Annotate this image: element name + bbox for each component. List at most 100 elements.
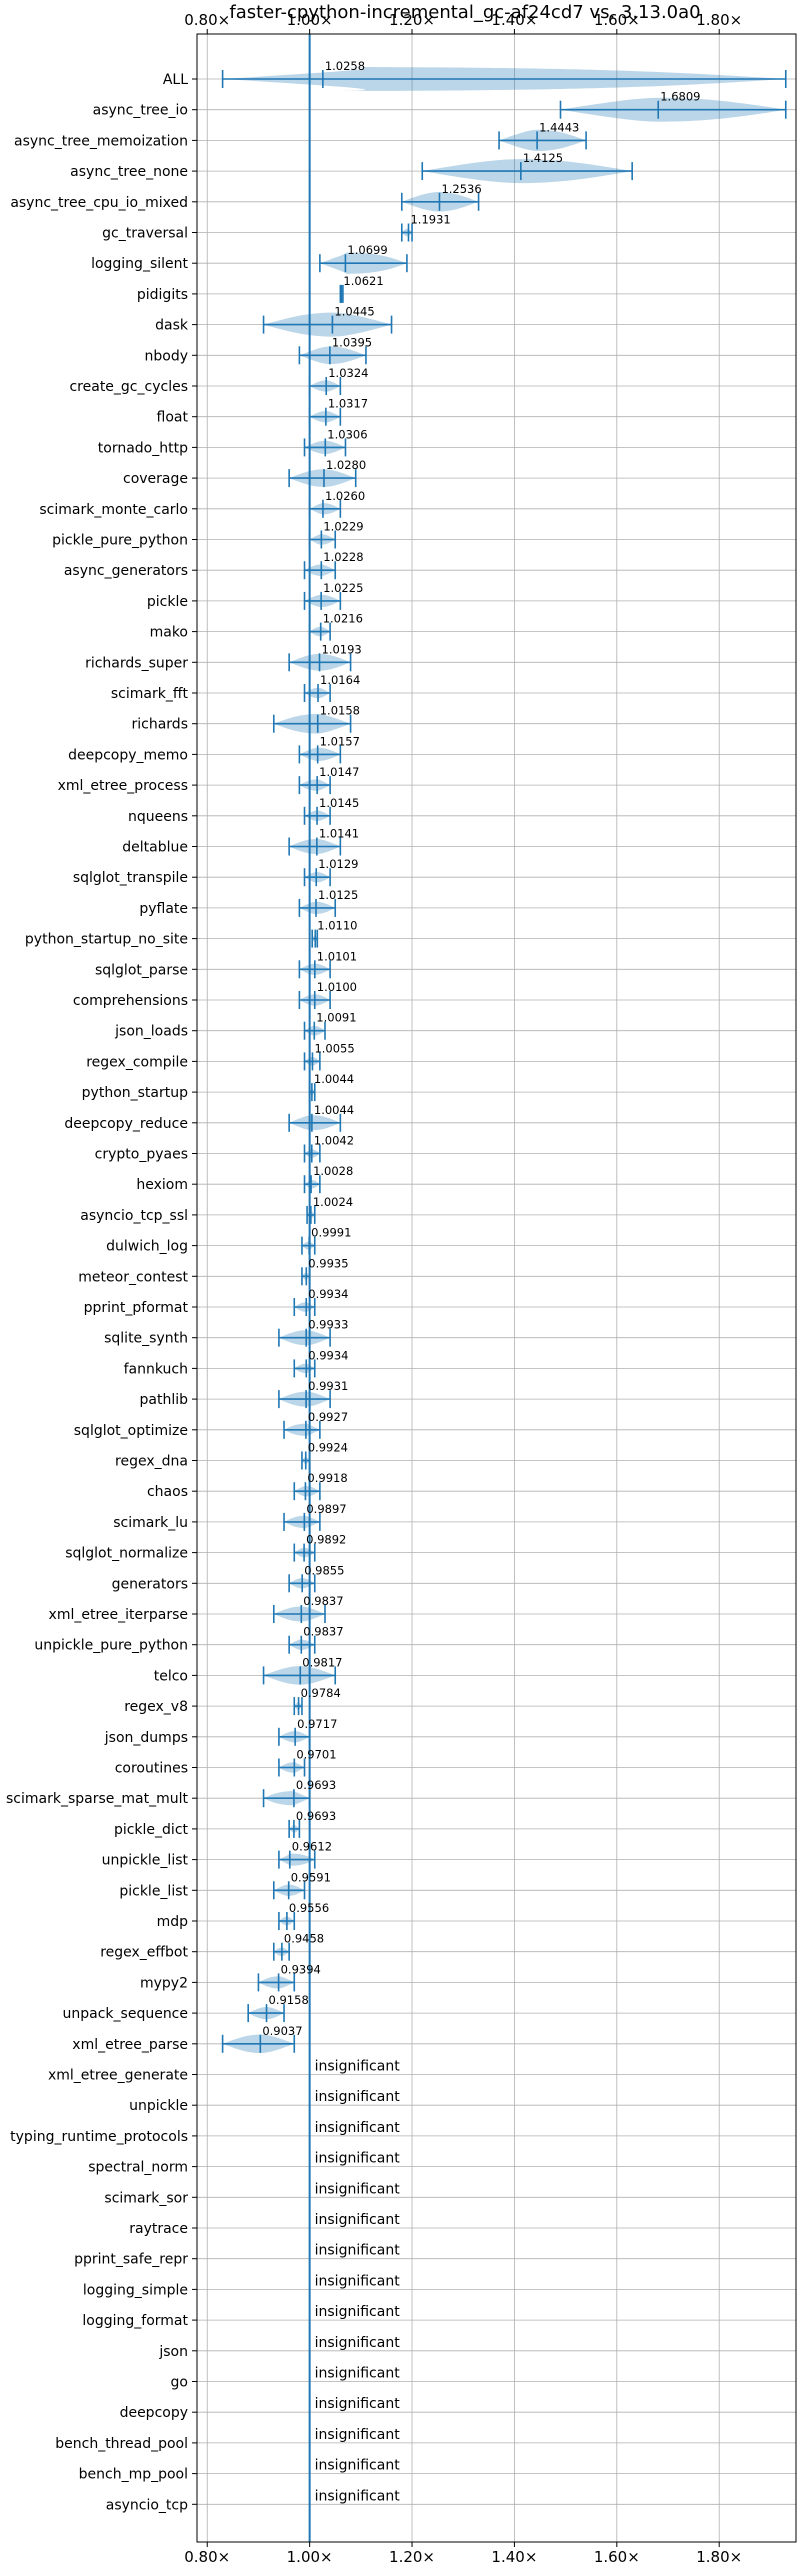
benchmark-label: unpack_sequence xyxy=(63,2006,188,2022)
value-label-sqlglot_parse: 1.0101 xyxy=(317,949,357,963)
value-label-telco: 0.9817 xyxy=(302,1655,342,1669)
benchmark-label: async_tree_memoization xyxy=(14,133,188,149)
value-label-unpickle_list: 0.9612 xyxy=(292,1840,332,1854)
benchmark-label: mdp xyxy=(157,1914,189,1930)
value-label-json_loads: 1.0091 xyxy=(316,1011,356,1025)
benchmark-label: pickle_pure_python xyxy=(52,533,188,549)
benchmark-label: regex_v8 xyxy=(124,1699,188,1715)
insignificant-label-bench_thread_pool: insignificant xyxy=(315,2427,401,2443)
x-axis-ticks: 0.80× 0.80× 1.00× 1.00× 1.20× 1.20× 1.40× 1.40×… xyxy=(184,11,742,2566)
value-label-pidigits: 1.0621 xyxy=(343,274,383,288)
benchmark-label: ALL xyxy=(163,72,188,88)
value-label-comprehensions: 1.0100 xyxy=(317,980,357,994)
x-tick-label-top: 1.00× xyxy=(287,11,333,29)
insignificant-label-deepcopy: insignificant xyxy=(315,2396,401,2412)
benchmark-label: xml_etree_generate xyxy=(48,2068,188,2084)
benchmark-label: async_tree_cpu_io_mixed xyxy=(10,195,188,211)
benchmark-label: scimark_monte_carlo xyxy=(39,502,188,518)
value-label-deepcopy_memo: 1.0157 xyxy=(320,734,360,748)
benchmark-label: create_gc_cycles xyxy=(69,379,188,395)
value-label-async_generators: 1.0228 xyxy=(323,550,363,564)
value-label-nqueens: 1.0145 xyxy=(319,796,359,810)
value-label-async_tree_io: 1.6809 xyxy=(660,90,700,104)
benchmark-label: fannkuch xyxy=(124,1361,188,1377)
value-label-async_tree_memoization: 1.4443 xyxy=(539,120,579,134)
benchmark-label: scimark_sor xyxy=(104,2190,188,2206)
benchmark-label: json xyxy=(158,2344,188,2360)
value-label-pathlib: 0.9931 xyxy=(308,1379,348,1393)
benchmark-label: python_startup xyxy=(82,1085,188,1101)
benchmark-label: telco xyxy=(154,1668,188,1684)
value-label-unpickle_pure_python: 0.9837 xyxy=(303,1625,343,1639)
benchmark-label: spectral_norm xyxy=(88,2160,188,2176)
benchmark-label: unpickle_list xyxy=(102,1853,189,1869)
benchmark-label: pprint_safe_repr xyxy=(74,2252,188,2268)
value-label-python_startup_no_site: 1.0110 xyxy=(317,919,357,933)
benchmark-label: pathlib xyxy=(140,1392,189,1408)
benchmark-label: pidigits xyxy=(137,287,188,303)
value-label-python_startup: 1.0044 xyxy=(314,1072,354,1086)
benchmark-label: unpickle xyxy=(129,2098,188,2114)
benchmark-label: xml_etree_parse xyxy=(72,2037,188,2053)
value-label-tornado_http: 1.0306 xyxy=(327,427,367,441)
value-label-deltablue: 1.0141 xyxy=(319,827,359,841)
value-label-regex_compile: 1.0055 xyxy=(314,1041,354,1055)
value-label-nbody: 1.0395 xyxy=(332,335,372,349)
benchmark-label: nbody xyxy=(145,348,189,364)
benchmark-label: generators xyxy=(112,1576,188,1592)
insignificant-label-typing_runtime_protocols: insignificant xyxy=(315,2120,401,2136)
value-label-gc_traversal: 1.1931 xyxy=(410,213,450,227)
benchmark-label: pprint_pformat xyxy=(84,1300,189,1316)
benchmark-label: asyncio_tcp_ssl xyxy=(80,1208,188,1224)
benchmark-label: logging_silent xyxy=(91,256,188,272)
benchmark-label: asyncio_tcp xyxy=(106,2497,188,2513)
benchmark-label: sqlglot_normalize xyxy=(65,1546,188,1562)
value-label-generators: 0.9855 xyxy=(304,1563,344,1577)
value-label-logging_silent: 1.0699 xyxy=(347,243,387,257)
benchmark-label: comprehensions xyxy=(73,993,188,1009)
value-label-richards: 1.0158 xyxy=(320,704,360,718)
value-label-asyncio_tcp_ssl: 1.0024 xyxy=(313,1195,353,1209)
value-label-sqlite_synth: 0.9933 xyxy=(308,1318,348,1332)
benchmark-label: regex_dna xyxy=(115,1454,188,1470)
value-label-dulwich_log: 0.9991 xyxy=(311,1226,351,1240)
benchmark-label: deepcopy_reduce xyxy=(64,1116,188,1132)
benchmark-label: coroutines xyxy=(115,1761,188,1777)
insignificant-label-asyncio_tcp: insignificant xyxy=(315,2488,401,2504)
benchmark-label: logging_simple xyxy=(83,2282,188,2298)
benchmark-label: raytrace xyxy=(129,2221,188,2237)
x-tick-label-bottom: 1.80× xyxy=(696,2548,742,2566)
insignificant-label-unpickle: insignificant xyxy=(315,2089,401,2105)
value-label-json_dumps: 0.9717 xyxy=(297,1717,337,1731)
benchmark-label: gc_traversal xyxy=(102,226,188,242)
value-label-mdp: 0.9556 xyxy=(289,1901,329,1915)
value-label-sqlglot_normalize: 0.9892 xyxy=(306,1533,346,1547)
x-tick-label-top: 1.80× xyxy=(696,11,742,29)
benchmark-labels: ALL async_tree_io async_tree_memoizationas… xyxy=(6,72,197,2513)
benchmark-label: regex_effbot xyxy=(100,1945,188,1961)
x-tick-label-bottom: 1.00× xyxy=(287,2548,333,2566)
benchmark-label: scimark_sparse_mat_mult xyxy=(6,1791,188,1807)
benchmark-label: dask xyxy=(155,318,189,334)
benchmark-label: json_dumps xyxy=(104,1730,188,1746)
value-label-coroutines: 0.9701 xyxy=(296,1748,336,1762)
benchmark-label: pyflate xyxy=(139,901,188,917)
value-label-coverage: 1.0280 xyxy=(326,458,366,472)
x-tick-label-top: 1.40× xyxy=(491,11,537,29)
insignificant-label-logging_format: insignificant xyxy=(315,2304,401,2320)
value-label-float: 1.0317 xyxy=(328,397,368,411)
x-tick-label-bottom: 1.20× xyxy=(389,2548,435,2566)
x-tick-label-top: 0.80× xyxy=(184,11,230,29)
value-label-pprint_pformat: 0.9934 xyxy=(308,1287,348,1301)
value-label-unpack_sequence: 0.9158 xyxy=(269,1993,309,2007)
insignificant-label-logging_simple: insignificant xyxy=(315,2273,401,2289)
x-tick-label-bottom: 0.80× xyxy=(184,2548,230,2566)
benchmark-label: nqueens xyxy=(128,809,188,825)
benchmark-label: logging_format xyxy=(82,2313,188,2329)
benchmark-label: async_tree_none xyxy=(70,164,188,180)
insignificant-label-raytrace: insignificant xyxy=(315,2212,401,2228)
benchmark-label: xml_etree_iterparse xyxy=(49,1607,188,1623)
benchmark-label: tornado_http xyxy=(98,440,188,456)
value-label-regex_effbot: 0.9458 xyxy=(284,1932,324,1946)
